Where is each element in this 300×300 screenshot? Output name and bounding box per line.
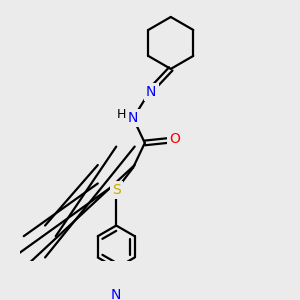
Text: N: N [128,111,138,125]
Text: O: O [169,132,180,146]
Text: N: N [111,288,122,300]
Text: S: S [112,183,121,197]
Text: H: H [117,108,126,121]
Text: N: N [146,85,157,99]
